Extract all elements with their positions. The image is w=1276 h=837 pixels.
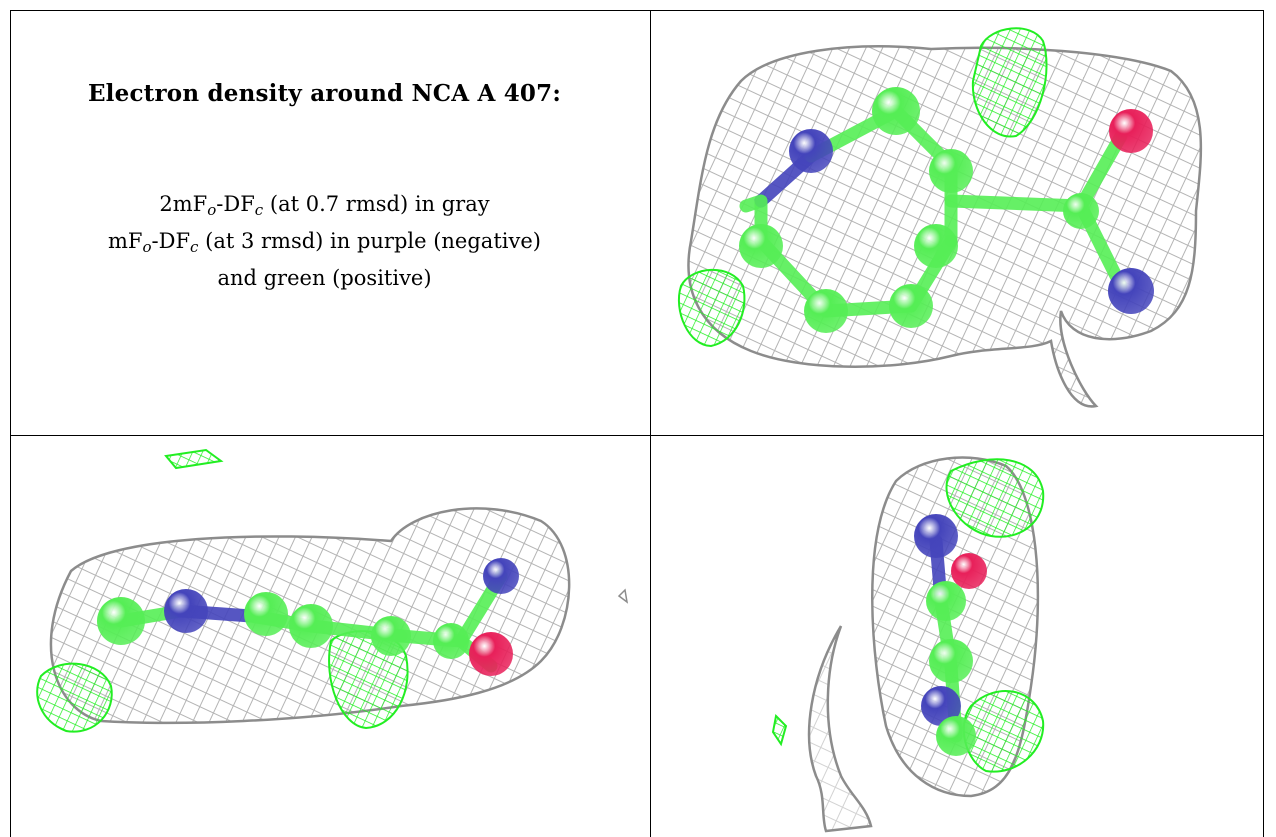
carbon-atom (1063, 193, 1099, 229)
table-border-left (10, 10, 11, 837)
oxygen-atom (469, 632, 513, 676)
figure-caption: Electron density around NCA A 407: 2mFo-… (12, 80, 637, 294)
nitrogen-atom (164, 589, 208, 633)
molecule-density-end-view-icon (771, 456, 1045, 833)
carbon-atom (926, 581, 966, 621)
carbon-atom (936, 716, 976, 756)
nitrogen-atom (789, 129, 833, 173)
caption-line-mfo: mFo-DFc (at 3 rmsd) in purple (negative) (108, 229, 541, 256)
oxygen-atom (1109, 109, 1153, 153)
gray-density-mesh (807, 625, 873, 833)
molecule-density-view-icon (677, 27, 1203, 408)
green-density-fragment (771, 713, 788, 747)
table-border-top (10, 10, 1264, 11)
oxygen-atom (951, 553, 987, 589)
nitrogen-atom (1108, 268, 1154, 314)
carbon-atom (433, 623, 469, 659)
green-density-blob (962, 690, 1045, 773)
nitrogen-atom (914, 514, 958, 558)
bond-stick (944, 194, 1088, 213)
green-density-blob (971, 27, 1048, 138)
table-divider-vertical (650, 10, 651, 837)
caption-line-colors: and green (positive) (217, 266, 432, 290)
green-density-blob (945, 458, 1045, 538)
caption-title: Electron density around NCA A 407: (87, 80, 562, 107)
table-border-right (1263, 10, 1264, 837)
table-divider-horizontal (10, 435, 1264, 436)
top-right-view (651, 11, 1263, 435)
carbon-atom (739, 224, 783, 268)
bottom-left-view (11, 436, 650, 837)
carbon-atom (371, 616, 411, 656)
green-density-blob (677, 268, 746, 348)
nitrogen-atom (483, 558, 519, 594)
caption-line-2mfo: 2mFo-DFc (at 0.7 rmsd) in gray (159, 192, 490, 219)
green-density-fragment (164, 448, 224, 470)
carbon-atom (929, 639, 973, 683)
carbon-atom (872, 87, 920, 135)
mesh-fragment (617, 588, 629, 604)
carbon-atom (289, 604, 333, 648)
green-density-blob (36, 662, 113, 733)
carbon-atom (804, 289, 848, 333)
carbon-atom (914, 224, 958, 268)
carbon-atom (244, 592, 288, 636)
carbon-atom (929, 149, 973, 193)
carbon-atom (889, 284, 933, 328)
nitrogen-atom (921, 686, 961, 726)
carbon-atom (97, 597, 145, 645)
molecule-density-side-view-icon (36, 448, 629, 733)
bottom-right-view (651, 436, 1263, 837)
